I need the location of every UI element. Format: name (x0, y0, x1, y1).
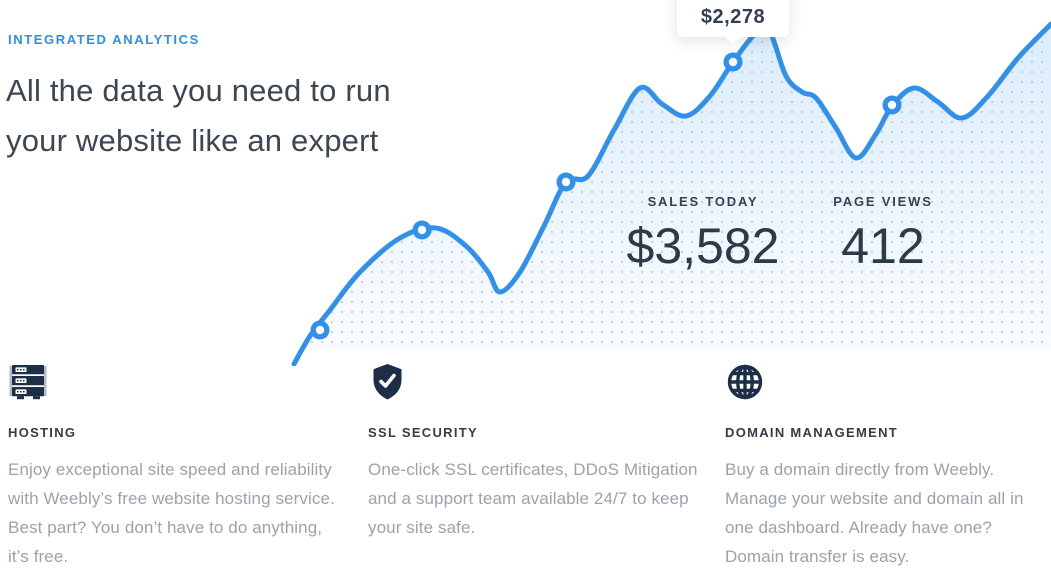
chart-area-dots (294, 24, 1051, 364)
feature-domain-management: DOMAIN MANAGEMENT Buy a domain directly … (725, 362, 1047, 571)
tooltip-pointer-icon (723, 36, 742, 44)
feature-hosting: HOSTING Enjoy exceptional site speed and… (8, 362, 340, 571)
chart-tooltip: $2,278 (676, 0, 790, 44)
feature-ssl-security: SSL SECURITY One-click SSL certificates,… (368, 362, 700, 542)
page-title: All the data you need to run your websit… (6, 73, 391, 158)
chart-marker-center (728, 57, 738, 67)
chart-marker-center (417, 225, 427, 235)
stat-page-views: PAGE VIEWS 412 (833, 194, 932, 275)
feature-ssl-title: SSL SECURITY (368, 425, 478, 440)
chart-canvas (291, 21, 1051, 366)
globe-icon (725, 362, 1047, 402)
stat-sales-value: $3,582 (626, 218, 780, 274)
stat-views-value: 412 (841, 218, 925, 274)
feature-domain-description: Buy a domain directly from Weebly. Manag… (725, 460, 1024, 566)
chart-marker-center (887, 100, 897, 110)
feature-hosting-description: Enjoy exceptional site speed and reliabi… (8, 460, 335, 566)
tooltip-value: $2,278 (700, 6, 766, 28)
chart-marker-center (561, 177, 571, 187)
chart-markers (310, 52, 902, 340)
stat-views-label: PAGE VIEWS (833, 194, 933, 209)
stat-sales-today: SALES TODAY $3,582 (627, 194, 780, 275)
analytics-chart: $2,278 SALES TODAY $3,582 PAGE VIEWS 412 (291, 0, 1051, 366)
chart-marker-center (315, 325, 325, 335)
feature-hosting-title: HOSTING (8, 425, 77, 440)
stat-sales-label: SALES TODAY (647, 194, 759, 209)
hero-eyebrow: INTEGRATED ANALYTICS (8, 32, 200, 47)
server-icon (8, 362, 340, 402)
chart-line (291, 21, 1051, 366)
shield-check-icon (368, 362, 700, 402)
feature-ssl-description: One-click SSL certificates, DDoS Mitigat… (368, 460, 698, 537)
feature-domain-title: DOMAIN MANAGEMENT (725, 425, 899, 440)
